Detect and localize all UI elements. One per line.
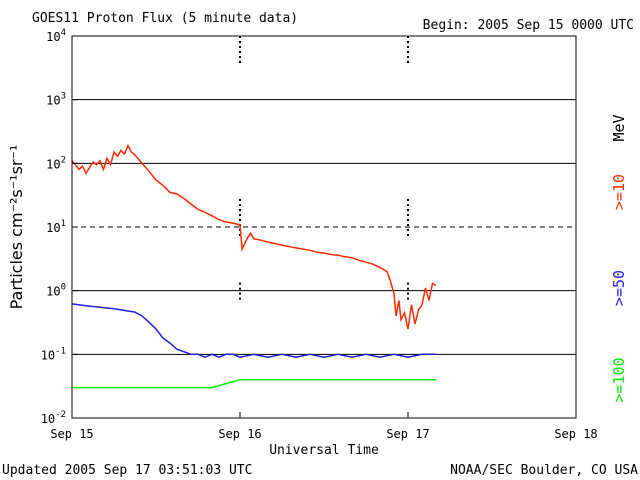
y-tick-label: 101 bbox=[46, 219, 66, 235]
x-tick-label: Sep 18 bbox=[554, 427, 597, 441]
chart-title: GOES11 Proton Flux (5 minute data) bbox=[32, 11, 298, 26]
series-layer bbox=[71, 143, 437, 389]
series-line-1 bbox=[71, 303, 436, 359]
y-tick-label: 104 bbox=[46, 28, 66, 44]
x-tick-label: Sep 17 bbox=[386, 427, 429, 441]
gridlines bbox=[72, 99, 576, 355]
series-line-2 bbox=[72, 378, 436, 389]
x-tick-label: Sep 15 bbox=[50, 427, 93, 441]
y-tick-label: 10-1 bbox=[41, 346, 66, 362]
legend-ge10: >=10 bbox=[610, 174, 628, 210]
updated-footer: Updated 2005 Sep 17 03:51:03 UTC bbox=[2, 463, 252, 478]
x-tick-labels: Sep 15 Sep 16 Sep 17 Sep 18 bbox=[50, 412, 598, 441]
legend-unit: MeV bbox=[610, 114, 628, 141]
begin-label: Begin: 2005 Sep 15 0000 UTC bbox=[423, 18, 634, 33]
legend-ge50: >=50 bbox=[610, 270, 628, 306]
y-tick-label: 100 bbox=[46, 283, 66, 299]
y-axis-label: Particles cm⁻²s⁻¹sr⁻¹ bbox=[7, 145, 26, 310]
y-tick-labels: 104 103 102 101 100 10-1 10-2 bbox=[41, 28, 78, 426]
series-line-0 bbox=[71, 143, 437, 330]
energy-legend: MeV >=10 >=50 >=100 bbox=[610, 114, 628, 402]
legend-ge100: >=100 bbox=[610, 357, 628, 402]
x-axis-label: Universal Time bbox=[269, 443, 379, 458]
y-tick-label: 10-2 bbox=[41, 410, 66, 426]
day-marks bbox=[239, 36, 409, 303]
x-tick-label: Sep 16 bbox=[218, 427, 261, 441]
y-tick-label: 102 bbox=[46, 155, 66, 171]
y-tick-label: 103 bbox=[46, 92, 66, 108]
source-footer: NOAA/SEC Boulder, CO USA bbox=[450, 463, 638, 478]
